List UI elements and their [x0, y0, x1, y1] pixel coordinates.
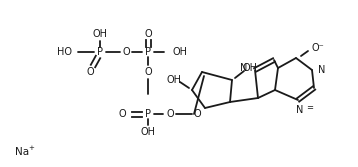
Text: N: N [240, 63, 247, 73]
Text: O: O [144, 67, 152, 77]
Text: O⁻: O⁻ [312, 43, 325, 53]
Text: O: O [86, 67, 94, 77]
Text: O: O [144, 29, 152, 39]
Text: OH: OH [92, 29, 107, 39]
Text: =: = [306, 104, 313, 113]
Text: P: P [97, 47, 103, 57]
Text: HO: HO [57, 47, 72, 57]
Text: OH: OH [140, 127, 155, 137]
Text: O: O [122, 47, 130, 57]
Text: O: O [166, 109, 174, 119]
Text: O: O [193, 109, 201, 119]
Text: OH: OH [172, 47, 187, 57]
Text: O: O [118, 109, 126, 119]
Text: N: N [296, 105, 304, 115]
Text: N: N [318, 65, 325, 75]
Text: P: P [145, 109, 151, 119]
Text: +: + [28, 145, 34, 151]
Text: P: P [145, 47, 151, 57]
Text: OH: OH [242, 63, 257, 73]
Text: Na: Na [15, 147, 29, 157]
Text: OH: OH [166, 75, 182, 85]
